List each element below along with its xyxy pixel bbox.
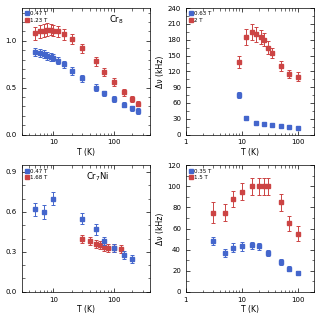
Legend: 0.47 T, 1.23 T: 0.47 T, 1.23 T <box>24 11 48 23</box>
X-axis label: T (K): T (K) <box>241 148 259 157</box>
X-axis label: T (K): T (K) <box>241 306 259 315</box>
Legend: 0.35 T, 1.5 T: 0.35 T, 1.5 T <box>189 168 212 180</box>
Legend: 0.47 T, 1.68 T: 0.47 T, 1.68 T <box>24 168 48 180</box>
Text: Cr$_8$: Cr$_8$ <box>109 13 124 26</box>
Text: Cr$_7$Ni: Cr$_7$Ni <box>86 170 109 183</box>
Y-axis label: Δν (kHz): Δν (kHz) <box>156 212 165 245</box>
Y-axis label: Δν (kHz): Δν (kHz) <box>156 55 165 87</box>
X-axis label: T (K): T (K) <box>77 306 95 315</box>
X-axis label: T (K): T (K) <box>77 148 95 157</box>
Legend: 0.63 T, 2 T: 0.63 T, 2 T <box>189 11 212 23</box>
